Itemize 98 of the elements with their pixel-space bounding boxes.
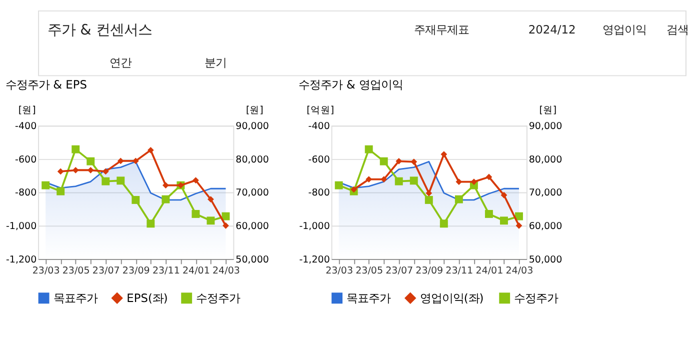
y2-tick-label: 80,000 [236, 154, 269, 166]
point [102, 177, 110, 186]
y2-tick-label: 70,000 [528, 188, 562, 199]
y-tick-label: -400 [308, 120, 330, 132]
point [162, 195, 170, 204]
point [132, 196, 140, 204]
point [72, 166, 79, 174]
point [486, 174, 492, 180]
y2-axis-title: [원] [539, 104, 557, 116]
point [350, 186, 358, 193]
legend-label: EPS(좌) [126, 290, 168, 305]
point [162, 182, 169, 188]
x-tick-label: 23/11 [152, 266, 180, 277]
x-tick-label: 23/09 [122, 266, 150, 277]
point [86, 157, 95, 166]
point [440, 151, 448, 158]
y2-tick-label: 80,000 [528, 154, 562, 166]
point [192, 177, 199, 184]
y2-tick-label: 50,000 [236, 254, 269, 266]
legend-label: 목표주가 [53, 290, 98, 305]
point [366, 176, 372, 182]
point [102, 168, 109, 175]
y-tick-label: -800 [308, 188, 330, 199]
text: 주가 & 컨센서스 [48, 22, 152, 38]
x-tick-label: 23/11 [446, 266, 474, 277]
text: 검색 [666, 22, 688, 36]
point [500, 192, 508, 198]
y-axis-title: [원] [18, 104, 36, 116]
legend-label: 영업이익(좌) [420, 290, 484, 305]
y-axis-title: [억원] [306, 104, 334, 116]
point [380, 157, 388, 166]
x-tick-label: 23/03 [32, 266, 60, 277]
point [484, 210, 493, 218]
y-tick-label: -800 [15, 188, 37, 199]
point [42, 181, 50, 190]
point [56, 187, 65, 196]
point [146, 220, 155, 228]
point [514, 212, 523, 220]
point [87, 166, 94, 174]
point [394, 177, 403, 186]
chart-title: 수정주가 & EPS [5, 78, 87, 92]
x-tick-label: 24/01 [476, 266, 504, 277]
chart-title: 수정주가 & 영업이익 [298, 78, 403, 92]
point [222, 222, 229, 229]
point [500, 216, 508, 225]
point [116, 176, 125, 185]
y-tick-label: -1,200 [6, 254, 37, 266]
y-tick-label: -400 [15, 120, 37, 132]
x-tick-label: 23/05 [356, 266, 384, 277]
y2-tick-label: 60,000 [236, 220, 269, 232]
point [57, 168, 64, 175]
point [410, 176, 418, 185]
legend-label: 수정주가 [196, 290, 240, 305]
y2-tick-label: 60,000 [528, 220, 562, 232]
point [426, 190, 432, 196]
y2-tick-label: 90,000 [528, 120, 562, 132]
point [147, 146, 154, 154]
x-tick-label: 23/07 [386, 266, 414, 277]
y2-tick-label: 50,000 [528, 254, 562, 266]
y-tick-label: -1,200 [299, 254, 330, 266]
x-tick-label: 23/09 [416, 266, 444, 277]
point [396, 158, 402, 164]
point [334, 181, 343, 190]
y2-axis-title: [원] [246, 104, 264, 116]
point [192, 210, 200, 218]
point [410, 158, 418, 165]
x-tick-label: 23/03 [326, 266, 354, 277]
point [72, 145, 80, 154]
point [454, 195, 463, 204]
legend-label: 목표주가 [346, 290, 391, 305]
text: 2024/12 [528, 22, 576, 36]
text: 영업이익 [602, 22, 647, 36]
point [117, 158, 124, 164]
point [364, 145, 373, 154]
y-tick-label: -1,000 [6, 220, 37, 232]
point [132, 158, 139, 164]
y-tick-label: -600 [15, 154, 37, 166]
point [208, 196, 214, 202]
text: 연간 [109, 56, 132, 70]
y-tick-label: -600 [308, 154, 330, 166]
y-tick-label: -1,000 [299, 220, 330, 232]
legend-label: 수정주가 [514, 290, 558, 305]
point [206, 216, 215, 225]
y2-tick-label: 70,000 [236, 188, 269, 199]
point [424, 196, 433, 204]
text: 주재무제표 [414, 22, 470, 36]
y2-tick-label: 90,000 [236, 120, 269, 132]
x-tick-label: 24/01 [182, 266, 210, 277]
point [456, 178, 462, 185]
point [380, 176, 388, 182]
x-tick-label: 23/07 [92, 266, 120, 277]
point [440, 220, 448, 228]
x-tick-label: 24/03 [506, 266, 534, 277]
point [516, 222, 522, 229]
x-tick-label: 23/05 [62, 266, 90, 277]
point [470, 178, 478, 185]
x-tick-label: 24/03 [212, 266, 240, 277]
text: 분기 [204, 56, 227, 70]
